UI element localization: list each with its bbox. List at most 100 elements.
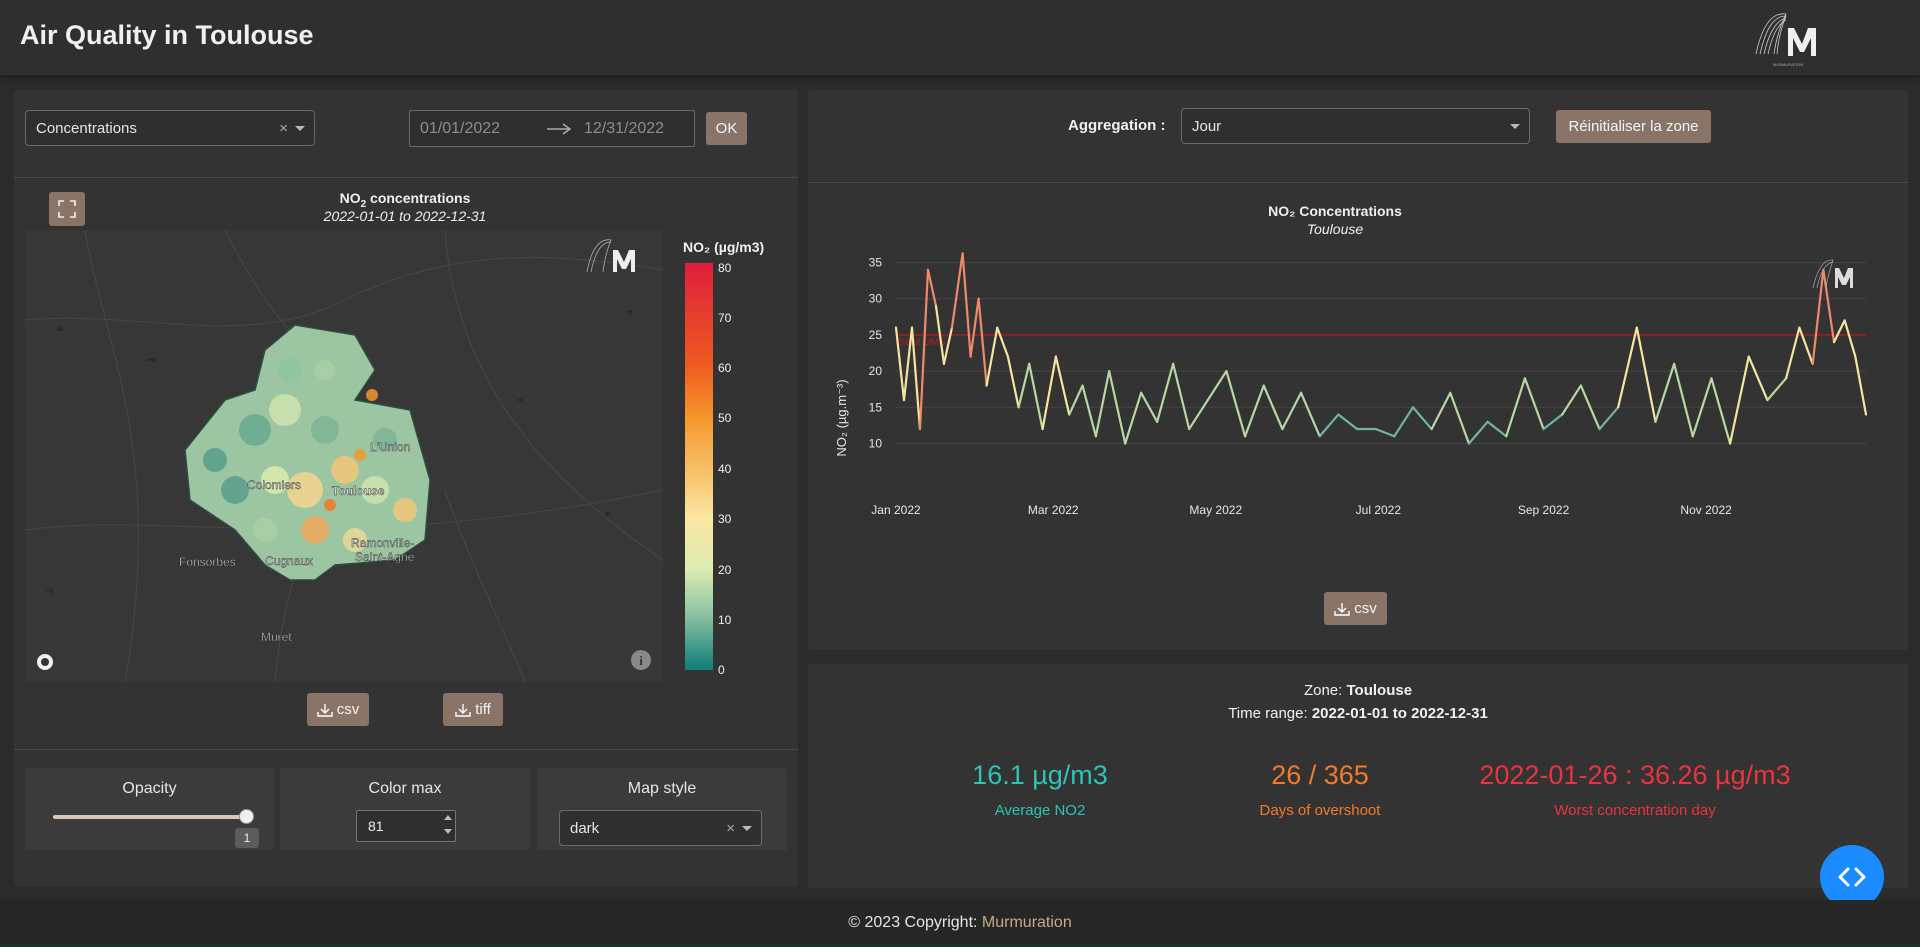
- date-range-picker[interactable]: 01/01/2022 12/31/2022: [409, 110, 695, 147]
- series-segment: [1028, 362, 1044, 431]
- series-segment: [1108, 370, 1127, 445]
- date-start-input[interactable]: 01/01/2022: [420, 119, 501, 137]
- line-chart[interactable]: 10 15 20 25 30 35 Jan 2022 Mar 2022 May 2022 Jul…: [826, 248, 1906, 588]
- series-segment: [934, 304, 946, 365]
- aggregation-select[interactable]: Jour: [1181, 108, 1530, 144]
- y-tick-labels: 10 15 20 25 30 35: [869, 255, 883, 450]
- code-toggle-button[interactable]: [1820, 845, 1884, 909]
- series-segment: [985, 326, 999, 387]
- color-max-card: Color max 81: [280, 768, 530, 850]
- expand-icon: [58, 200, 76, 218]
- y-tick-label: 25: [869, 328, 883, 342]
- series-segment: [1710, 377, 1732, 445]
- chart-title: NO₂ Concentrations: [1268, 203, 1402, 219]
- chart-panel: [808, 90, 1908, 650]
- series-segment: [1172, 362, 1191, 431]
- map-style-select[interactable]: dark ×: [559, 810, 762, 846]
- divider: [808, 182, 1908, 183]
- opacity-slider-handle[interactable]: [239, 809, 254, 824]
- y-tick-label: 30: [869, 292, 883, 306]
- average-label: Average NO2: [994, 802, 1086, 819]
- series-segment: [1094, 370, 1111, 438]
- series-segment: [1124, 391, 1143, 445]
- colorbar-tick: 30: [718, 512, 732, 526]
- ok-button[interactable]: OK: [706, 112, 747, 145]
- average-value: 16.1 µg/m3: [972, 760, 1108, 790]
- map-label-muret: Muret: [261, 630, 292, 644]
- clear-icon[interactable]: ×: [279, 119, 288, 137]
- series-segment: [996, 326, 1010, 358]
- chevron-down-icon[interactable]: [742, 826, 752, 831]
- map-style-card: Map style dark ×: [537, 768, 787, 850]
- series-segment: [1832, 319, 1846, 344]
- series-segment: [926, 268, 938, 308]
- opacity-slider-track[interactable]: [53, 815, 249, 819]
- series-segment: [1766, 377, 1788, 402]
- y-tick-label: 10: [869, 437, 883, 451]
- gridlines: [896, 261, 1866, 445]
- chevron-down-icon[interactable]: [295, 126, 305, 131]
- series-segment: [1140, 391, 1159, 423]
- series-segment: [1843, 319, 1857, 358]
- map-watermark-logo: [586, 239, 635, 273]
- chevron-down-icon[interactable]: [1510, 124, 1520, 129]
- svg-text:i: i: [639, 653, 643, 668]
- download-icon: [317, 703, 333, 717]
- aggregation-label: Aggregation :: [1068, 117, 1166, 134]
- map-title: NO2 concentrations: [339, 190, 471, 210]
- series-segment: [1318, 413, 1340, 438]
- x-tick-label: Nov 2022: [1680, 503, 1732, 517]
- aggregation-value: Jour: [1192, 117, 1222, 135]
- map-label-ramonville: Ramonville-: [351, 536, 414, 550]
- map-canvas[interactable]: L'Union Colomiers Toulouse Ramonville- S…: [25, 230, 663, 682]
- series-segment: [894, 326, 906, 402]
- date-end-input[interactable]: 12/31/2022: [584, 119, 665, 137]
- series-segment: [1598, 406, 1620, 431]
- footer-brand-link[interactable]: Murmuration: [981, 914, 1072, 931]
- x-tick-label: May 2022: [1189, 503, 1242, 517]
- download-csv-chart-button[interactable]: csv: [1324, 592, 1387, 625]
- colorbar-tick: 60: [718, 361, 732, 375]
- stepper-up-icon[interactable]: [444, 815, 452, 820]
- series-segment: [1542, 413, 1564, 431]
- page-title: Air Quality in Toulouse: [20, 20, 314, 50]
- series-line: [894, 252, 1868, 445]
- worst-day-value: 2022-01-26 : 36.26 µg/m3: [1479, 760, 1791, 790]
- time-range-line: Time range: 2022-01-01 to 2022-12-31: [1228, 705, 1488, 722]
- pollutant-select[interactable]: Concentrations ×: [25, 110, 315, 146]
- x-tick-labels: Jan 2022 Mar 2022 May 2022 Jul 2022 Sep 2022…: [871, 503, 1732, 517]
- zone-value: Toulouse: [1346, 682, 1413, 699]
- download-tiff-button[interactable]: tiff: [443, 693, 503, 726]
- opacity-label: Opacity: [122, 780, 177, 797]
- download-csv-map-button[interactable]: csv: [307, 693, 369, 726]
- y-axis-label: NO₂ (µg.m⁻³): [834, 379, 849, 456]
- stepper-down-icon[interactable]: [444, 829, 452, 834]
- colorbar-title: NO₂ (µg/m3): [683, 239, 765, 255]
- clear-icon[interactable]: ×: [726, 819, 735, 837]
- opacity-card: Opacity 1: [25, 768, 274, 850]
- series-segment: [1188, 398, 1209, 431]
- murmuration-logo: MURMURATION: [1755, 13, 1816, 67]
- info-icon[interactable]: [631, 650, 651, 670]
- color-max-input[interactable]: 81: [356, 810, 456, 842]
- colorbar: [685, 263, 713, 670]
- x-tick-label: Jul 2022: [1356, 503, 1402, 517]
- series-segment: [1654, 362, 1676, 423]
- reset-zone-button[interactable]: Réinitialiser la zone: [1556, 110, 1711, 143]
- series-segment: [1505, 377, 1527, 438]
- y-tick-label: 20: [869, 364, 883, 378]
- fullscreen-button[interactable]: [49, 192, 85, 226]
- series-segment: [1822, 268, 1836, 344]
- series-segment: [1561, 384, 1582, 416]
- footer: © 2023 Copyright: Murmuration: [0, 900, 1920, 947]
- threshold-line: Seuil OMS: [896, 334, 1866, 348]
- y-tick-label: 35: [869, 255, 883, 269]
- series-segment: [1747, 355, 1769, 402]
- map-label-colomiers: Colomiers: [247, 478, 301, 492]
- series-segment: [1854, 355, 1868, 416]
- series-segment: [1798, 326, 1814, 365]
- series-segment: [950, 252, 964, 329]
- series-segment: [1673, 362, 1694, 438]
- time-range-value: 2022-01-01 to 2022-12-31: [1311, 705, 1488, 722]
- colorbar-tick: 20: [718, 563, 732, 577]
